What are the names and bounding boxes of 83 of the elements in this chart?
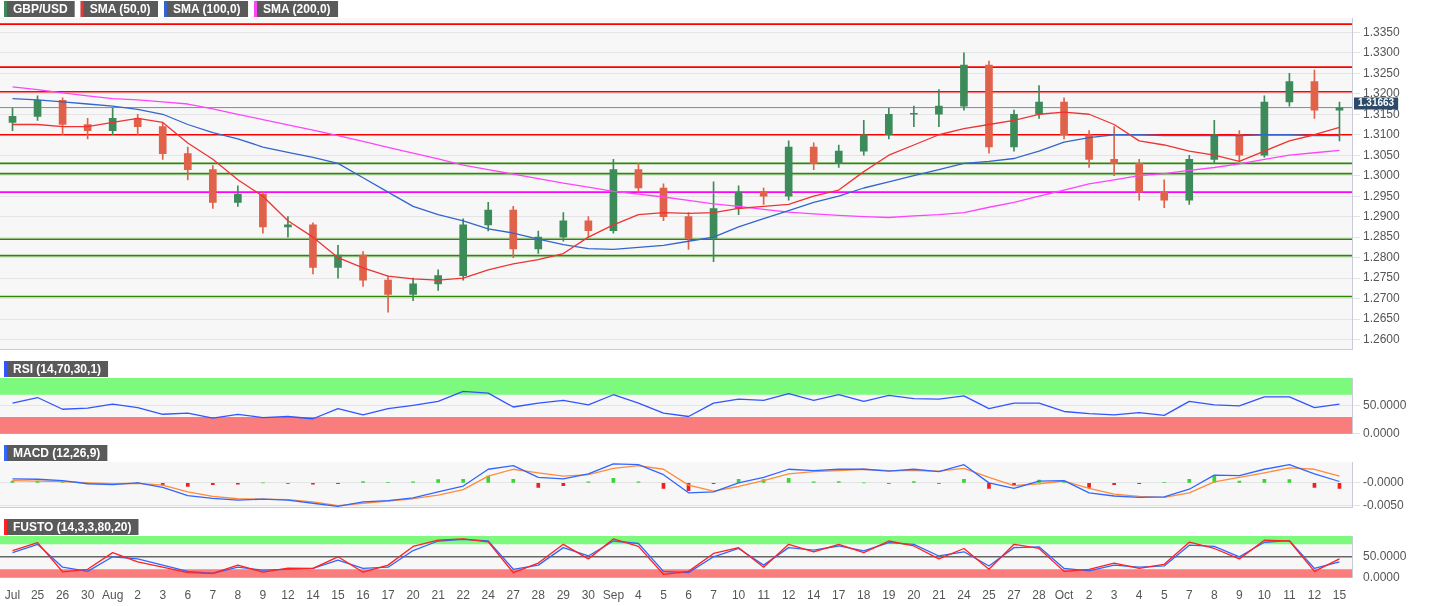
x-tick-label: 25 [982,588,996,603]
y-tick-label: 1.3250 [1363,65,1401,80]
x-tick-label: 11 [757,588,771,603]
y-tick-label: 1.2850 [1363,229,1401,244]
legend-label: RSI (14,70,30,1) [13,361,102,376]
x-tick-label: 27 [506,588,521,603]
x-tick-label: 21 [932,588,946,603]
x-tick-label: 20 [907,588,921,603]
x-tick-label: Jul [4,588,21,603]
x-tick-label: 9 [259,588,267,603]
x-tick-label: 25 [30,588,45,603]
legend-label: MACD (12,26,9) [13,445,101,460]
x-tick-label: 15 [1332,588,1347,603]
x-tick-label: 12 [281,588,295,603]
x-tick-label: 5 [1160,588,1168,603]
x-tick-label: 30 [80,588,95,603]
y-tick-label: 1.2700 [1363,290,1401,305]
x-tick-label: 17 [381,588,396,603]
x-tick-label: 14 [306,588,320,603]
y-tick-label: 0.0000 [1363,569,1401,584]
y-tick-label: 1.2900 [1363,208,1401,223]
x-tick-label: 10 [731,588,746,603]
x-tick-label: 9 [1235,588,1243,603]
y-tick-label: 1.2800 [1363,249,1401,264]
x-tick-label: 24 [957,588,971,603]
y-tick-label: 1.2600 [1363,331,1401,346]
y-tick-label: 0.0000 [1363,426,1401,441]
x-tick-label: 16 [356,588,371,603]
y-tick-label: 1.3100 [1363,127,1401,142]
x-tick-label: 11 [1283,588,1296,603]
x-tick-label: 5 [660,588,668,603]
x-tick-label: Oct [1054,588,1075,603]
x-tick-label: 7 [1185,588,1193,603]
x-tick-label: 2 [1085,588,1093,603]
y-tick-label: 1.3350 [1363,24,1401,39]
x-tick-label: 4 [1135,588,1143,603]
x-tick-label: 17 [832,588,846,603]
x-tick-label: 7 [209,588,217,603]
x-tick-label: 26 [55,588,70,603]
y-tick-label: 1.3000 [1363,168,1401,183]
legend-label: SMA (200,0) [263,1,331,16]
x-tick-label: 12 [781,588,796,603]
x-tick-label: 10 [1257,588,1272,603]
y-tick-label: -0.0050 [1363,497,1405,512]
x-tick-label: 4 [635,588,643,603]
x-tick-label: Sep [602,588,625,603]
y-tick-label: 1.2950 [1363,188,1401,203]
x-tick-label: 19 [882,588,896,603]
y-tick-label: 1.3150 [1363,106,1401,121]
x-tick-label: 8 [234,588,242,603]
y-tick-label: -0.0000 [1363,475,1405,490]
x-tick-label: Aug [101,588,124,603]
x-tick-label: 6 [184,588,192,603]
x-tick-label: 24 [481,588,496,603]
y-tick-label: 1.3050 [1363,147,1401,162]
y-tick-label: 1.2650 [1363,311,1401,326]
legend-label: SMA (50,0) [89,1,151,16]
x-tick-label: 22 [456,588,471,603]
x-tick-label: 28 [531,588,546,603]
x-tick-label: 14 [807,588,821,603]
x-tick-label: 2 [134,588,142,603]
y-tick-label: 1.3300 [1363,45,1401,60]
legend-label: FUSTO (14,3,3,80,20) [13,519,132,534]
y-tick-label: 1.2750 [1363,270,1401,285]
legend-label: GBP/USD [13,1,69,16]
y-tick-label: 50.0000 [1363,549,1407,564]
x-tick-label: 28 [1032,588,1047,603]
x-tick-label: 21 [431,588,446,603]
x-tick-label: 3 [159,588,167,603]
legend-label: SMA (100,0) [173,1,241,16]
x-tick-label: 7 [710,588,718,603]
x-tick-label: 27 [1007,588,1021,603]
x-tick-label: 29 [556,588,571,603]
x-tick-label: 15 [331,588,345,603]
x-tick-label: 8 [1210,588,1218,603]
x-tick-label: 12 [1307,588,1322,603]
ref-line-label: 1.31663 [1358,97,1395,109]
x-tick-label: 30 [581,588,596,603]
x-tick-label: 6 [685,588,693,603]
x-tick-label: 3 [1110,588,1118,603]
x-tick-label: 18 [857,588,871,603]
y-tick-label: 50.0000 [1363,398,1407,413]
x-tick-label: 20 [406,588,421,603]
